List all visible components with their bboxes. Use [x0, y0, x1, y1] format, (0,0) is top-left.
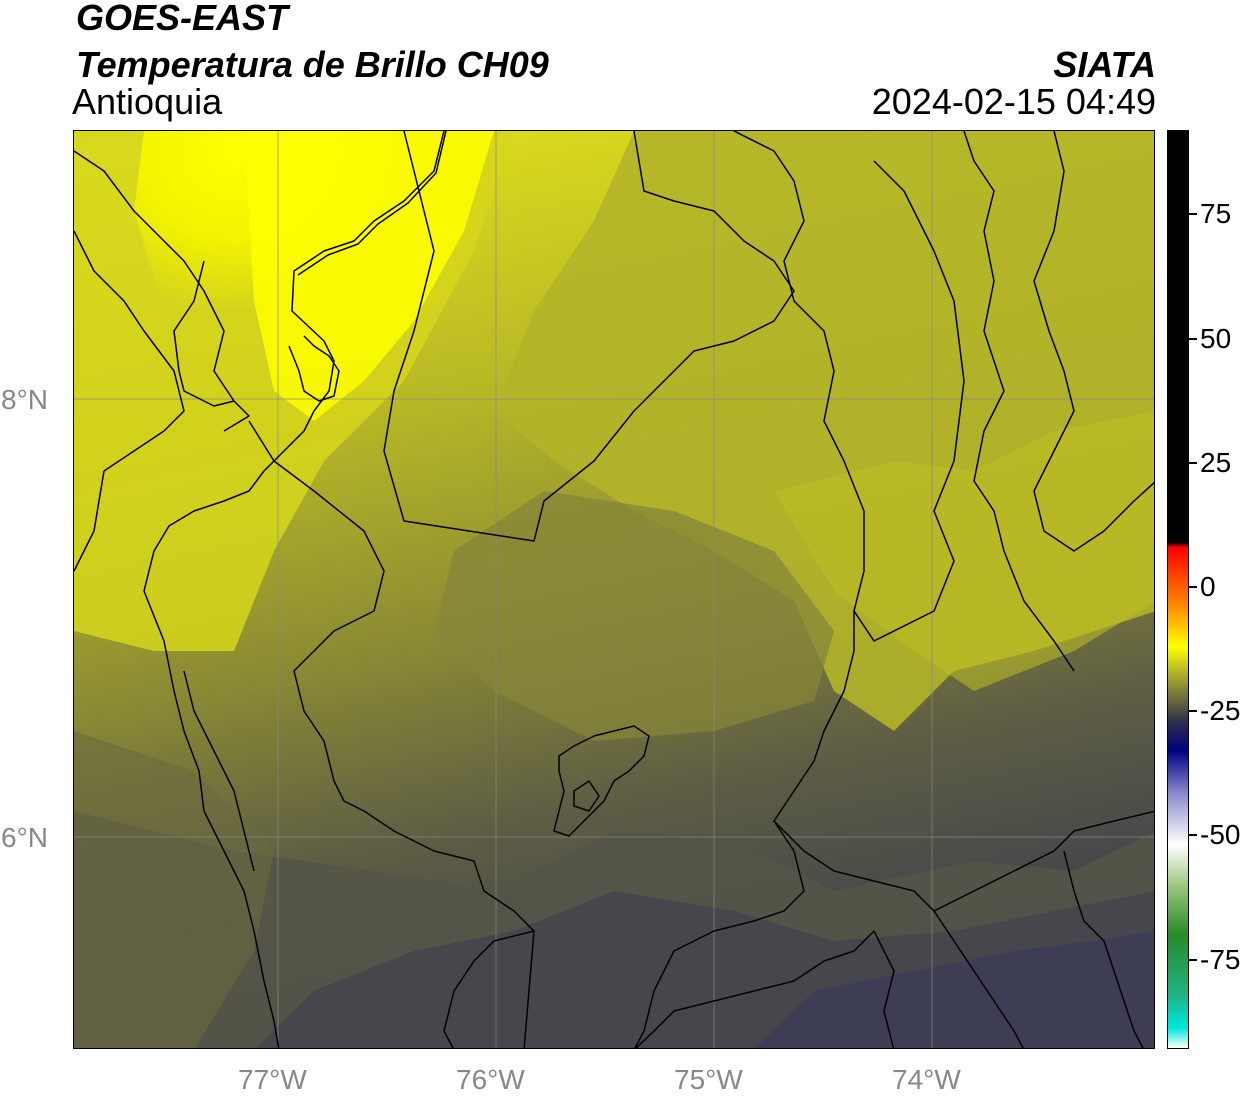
river-atrato [183, 670, 255, 872]
map-canvas [74, 131, 1154, 1048]
map-subtitle: Temperatura de Brillo CH09 [76, 44, 549, 85]
lon-label-74w: 74°W [892, 1064, 961, 1095]
border-magdalena-river [873, 930, 895, 1048]
colorbar-tick [1189, 213, 1197, 216]
lat-label-6n: 6°N [1, 822, 48, 853]
bt-field-olive-east [774, 411, 1154, 691]
border-inner-south [443, 930, 535, 1048]
coastline-caribbean [143, 131, 445, 592]
colorbar [1167, 130, 1189, 1049]
lat-label-8n: 8°N [1, 384, 48, 415]
lat-gridlines [74, 398, 1154, 838]
colorbar-tick [1189, 834, 1197, 837]
coastline-caribbean-2 [297, 131, 447, 276]
border-antioquia-north [383, 131, 795, 542]
admin-borders [74, 131, 1154, 1048]
border-antioquia-south [634, 611, 855, 1048]
colorbar-tick-label: 50 [1200, 322, 1232, 354]
bt-field-yellow-core [244, 131, 494, 421]
colorbar-tick-label: 0 [1200, 571, 1216, 603]
colorbar-tick [1189, 461, 1197, 464]
satellite-map[interactable] [73, 130, 1155, 1049]
border-panama [74, 150, 235, 402]
border-se [933, 810, 1154, 912]
bt-field-dark-blue-se [756, 931, 1154, 1048]
colorbar-tick [1189, 586, 1197, 589]
bt-field-olive-center [434, 491, 834, 741]
timestamp-label: 2024-02-15 04:49 [871, 81, 1156, 122]
border-south-center [635, 930, 875, 1048]
map-title: GOES-EAST [76, 0, 289, 38]
border-east-small [1063, 850, 1144, 1048]
colorbar-tick [1189, 337, 1197, 340]
border-antioquia-west [248, 420, 535, 1048]
lon-label-75w: 75°W [674, 1064, 743, 1095]
lon-label-77w: 77°W [238, 1064, 307, 1095]
gulf-inner [288, 335, 340, 402]
border-antioquia-east [733, 131, 965, 642]
gulf-uraba [173, 260, 250, 432]
colorbar-tick [1189, 958, 1197, 961]
medellin-area [553, 725, 650, 837]
colorbar-tick-label: -75 [1200, 943, 1241, 975]
colorbar-tick-label: -50 [1200, 819, 1241, 851]
border-west-atrato [143, 590, 280, 1048]
region-label: Antioquia [72, 81, 223, 122]
lon-label-76w: 76°W [456, 1064, 525, 1095]
medellin-inner [573, 780, 600, 812]
border-dept-east [963, 131, 1075, 672]
colorbar-tick-label: 75 [1200, 198, 1232, 230]
border-choco-north [74, 230, 185, 472]
colorbar-tick-label: 25 [1200, 446, 1232, 478]
bt-field-grey-west [74, 731, 274, 1048]
border-dept-east-2 [1033, 131, 1154, 552]
lon-gridlines [277, 131, 933, 1048]
border-choco-south [74, 470, 105, 572]
colorbar-tick [1189, 710, 1197, 713]
brand-label: SIATA [1053, 44, 1156, 85]
colorbar-tick-label: -25 [1200, 695, 1241, 727]
